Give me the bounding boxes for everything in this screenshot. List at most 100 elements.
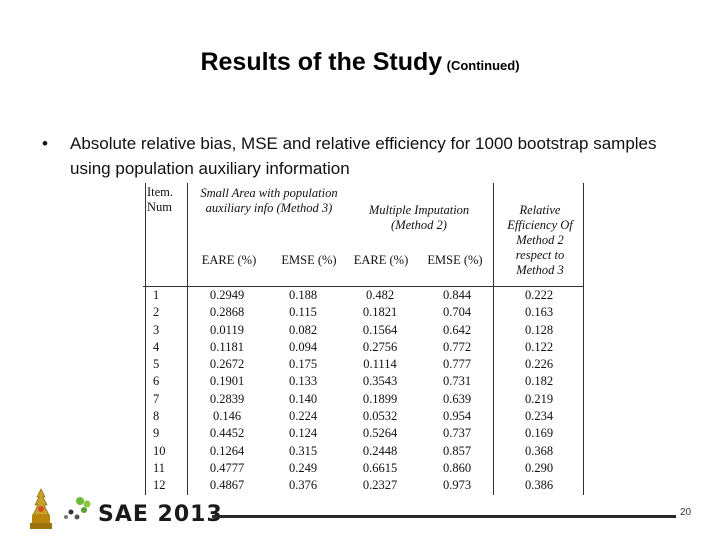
cell-emse-method-2: 0.860: [442, 460, 472, 475]
cell-emse-method-2: 0.954: [442, 409, 472, 424]
cell-relative-efficiency: 0.128: [524, 322, 554, 337]
cell-eare-method-2: 0.2448: [362, 443, 398, 458]
cell-eare-method-2: 0.482: [365, 288, 395, 302]
cell-emse-method-3: 0.315: [288, 443, 318, 458]
cell-eare-method-3: 0.1264: [209, 443, 245, 458]
cell-eare-method-2: 0.1899: [362, 391, 398, 406]
bullet-text: Absolute relative bias, MSE and relative…: [70, 134, 657, 178]
cell-relative-efficiency: 0.219: [524, 391, 554, 406]
cell-item-num: 6: [153, 374, 160, 389]
results-table: Item. Num Small Area with population aux…: [143, 183, 584, 495]
cell-eare-method-3: 0.2868: [209, 305, 245, 320]
cell-eare-method-2: 0.1564: [362, 322, 398, 337]
cell-eare-method-3: 0.4777: [209, 460, 245, 475]
cell-relative-efficiency: 0.122: [524, 339, 554, 354]
table-body: 1 0.2949 0.188 0.482 0.844 0.222 2 0.2868 0.115 0…: [143, 287, 583, 495]
cell-relative-efficiency: 0.234: [524, 409, 554, 424]
cell-eare-method-3: 0.0119: [210, 322, 244, 337]
cell-relative-efficiency: 0.222: [524, 288, 554, 302]
cell-emse-method-3: 0.224: [288, 409, 318, 424]
cell-item-num: 8: [153, 409, 160, 424]
table-divider: [583, 183, 584, 495]
cell-emse-method-2: 0.704: [442, 305, 472, 320]
cell-eare-method-3: 0.4452: [209, 426, 245, 441]
cell-emse-method-3: 0.115: [289, 305, 317, 320]
cell-eare-method-3: 0.2672: [209, 357, 245, 372]
slide-title-main: Results of the Study: [200, 48, 443, 76]
cell-eare-method-3: 0.2949: [209, 288, 245, 302]
table-divider: [187, 183, 188, 495]
cell-emse-method-2: 0.737: [442, 426, 472, 441]
table-row: 1 0.2949 0.188 0.482 0.844 0.222: [143, 287, 583, 304]
cell-eare-method-2: 0.0532: [362, 409, 398, 424]
cell-eare-method-2: 0.3543: [362, 374, 398, 389]
cell-emse-method-2: 0.857: [442, 443, 472, 458]
cell-emse-method-3: 0.133: [288, 374, 318, 389]
table-row: 2 0.2868 0.115 0.1821 0.704 0.163: [143, 304, 583, 321]
university-emblem-icon: [30, 488, 52, 529]
cell-emse-method-3: 0.082: [288, 322, 318, 337]
table-divider: [493, 183, 494, 495]
cell-item-num: 5: [153, 357, 160, 372]
green-leaf-icon: [64, 497, 91, 520]
cell-item-num: 7: [153, 391, 160, 406]
cell-emse-method-3: 0.188: [288, 288, 318, 302]
slide-title-sub: (Continued): [446, 58, 520, 73]
cell-emse-method-3: 0.124: [288, 426, 318, 441]
cell-emse-method-3: 0.094: [288, 339, 318, 354]
bullet-icon: •: [42, 134, 48, 153]
cell-item-num: 4: [153, 339, 160, 354]
cell-eare-method-3: 0.1901: [209, 374, 245, 389]
cell-item-num: 1: [153, 288, 160, 302]
cell-item-num: 9: [153, 426, 160, 441]
sae-2013-logo-text: SAE 2013: [98, 502, 223, 527]
cell-emse-method-3: 0.175: [288, 357, 318, 372]
header-method-2: Multiple Imputation (Method 2): [368, 203, 470, 232]
cell-eare-method-2: 0.1821: [362, 305, 398, 320]
cell-eare-method-3: 0.4867: [209, 478, 245, 493]
table-row: 6 0.1901 0.133 0.3543 0.731 0.182: [143, 373, 583, 390]
header-eare-method-3: EARE (%): [201, 253, 257, 267]
table-row: 12 0.4867 0.376 0.2327 0.973 0.386: [143, 477, 583, 494]
header-method-3: Small Area with population auxiliary inf…: [200, 186, 338, 215]
cell-relative-efficiency: 0.368: [524, 443, 554, 458]
cell-item-num: 3: [153, 322, 160, 337]
table-row: 7 0.2839 0.140 0.1899 0.639 0.219: [143, 391, 583, 408]
header-emse-method-2: EMSE (%): [427, 253, 483, 267]
slide-title: Results of the Study (Continued): [0, 48, 720, 77]
table-divider: [145, 183, 146, 495]
cell-relative-efficiency: 0.226: [524, 357, 554, 372]
cell-item-num: 12: [153, 478, 166, 493]
header-eare-method-2: EARE (%): [353, 253, 409, 267]
table-row: 4 0.1181 0.094 0.2756 0.772 0.122: [143, 339, 583, 356]
cell-emse-method-2: 0.844: [442, 288, 472, 302]
header-emse-method-3: EMSE (%): [281, 253, 337, 267]
cell-emse-method-3: 0.140: [288, 391, 318, 406]
cell-relative-efficiency: 0.386: [524, 478, 554, 493]
cell-emse-method-3: 0.249: [288, 460, 318, 475]
header-item-num: Item. Num: [147, 185, 174, 214]
cell-eare-method-3: 0.2839: [209, 391, 245, 406]
cell-eare-method-2: 0.6615: [362, 460, 398, 475]
cell-emse-method-2: 0.642: [442, 322, 472, 337]
cell-emse-method-2: 0.772: [442, 339, 472, 354]
cell-emse-method-2: 0.639: [442, 391, 472, 406]
cell-eare-method-3: 0.146: [212, 409, 242, 424]
cell-eare-method-3: 0.1181: [210, 339, 244, 354]
table-row: 10 0.1264 0.315 0.2448 0.857 0.368: [143, 443, 583, 460]
table-header-divider: [143, 286, 583, 287]
cell-relative-efficiency: 0.163: [524, 305, 554, 320]
table-row: 9 0.4452 0.124 0.5264 0.737 0.169: [143, 425, 583, 442]
table-row: 8 0.146 0.224 0.0532 0.954 0.234: [143, 408, 583, 425]
cell-relative-efficiency: 0.169: [524, 426, 554, 441]
header-relative-efficiency: Relative Efficiency Of Method 2 respect …: [507, 203, 573, 277]
table-row: 5 0.2672 0.175 0.1114 0.777 0.226: [143, 356, 583, 373]
cell-eare-method-2: 0.1114: [363, 357, 397, 372]
page-number: 20: [680, 507, 692, 518]
cell-emse-method-2: 0.777: [442, 357, 472, 372]
table-row: 3 0.0119 0.082 0.1564 0.642 0.128: [143, 322, 583, 339]
footer-divider: [212, 515, 676, 518]
cell-item-num: 11: [153, 460, 166, 475]
cell-emse-method-2: 0.731: [442, 374, 472, 389]
cell-eare-method-2: 0.2327: [362, 478, 398, 493]
